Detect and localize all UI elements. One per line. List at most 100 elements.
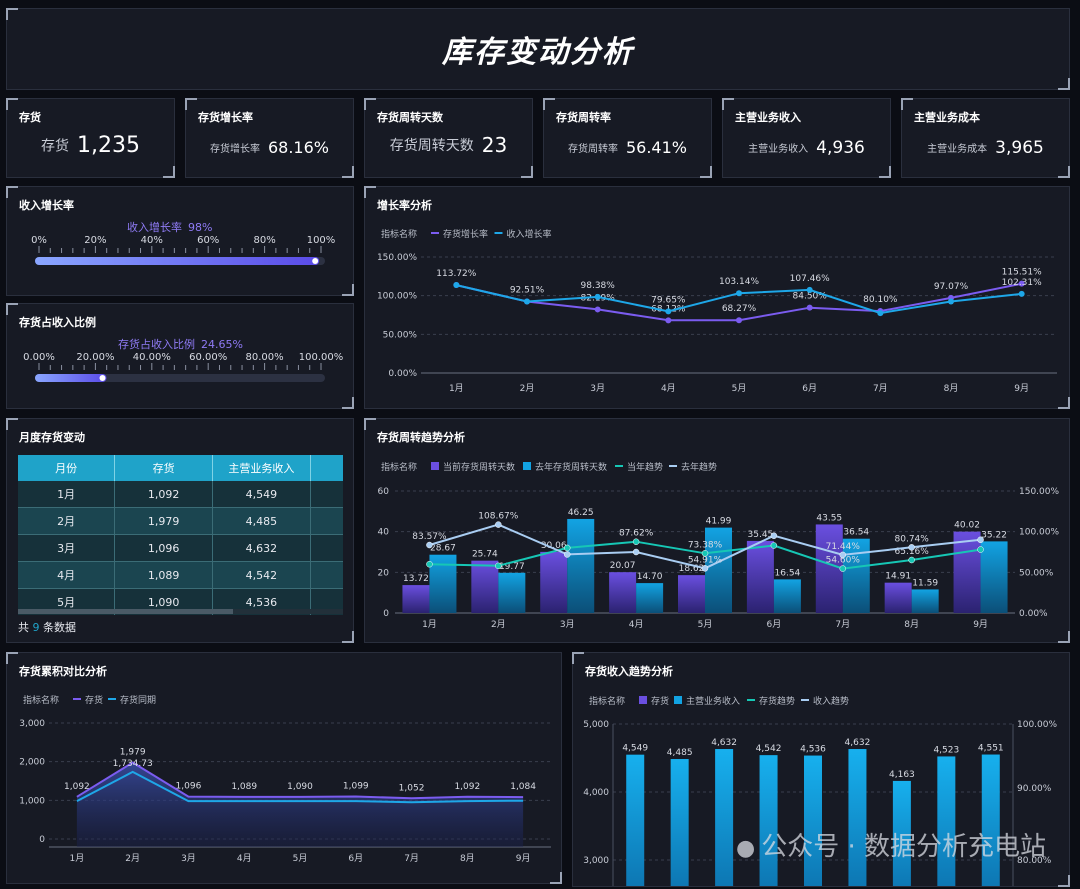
turnover-trend-panel: 存货周转趋势分析 指标名称 当前存货周转天数 去年存货周转天数 当年趋势 去年趋势 60 4…	[364, 418, 1070, 643]
kpi-card-cost: 主营业务成本 主营业务成本 3,965	[901, 98, 1070, 178]
table-cell: 4,485	[212, 507, 311, 535]
bar-label: 25.74	[472, 550, 498, 560]
kpi-label: 主营业务成本	[927, 144, 988, 155]
bar	[911, 589, 939, 613]
legend-title: 指标名称	[589, 695, 625, 707]
bar	[540, 551, 568, 613]
kpi-label: 存货周转天数	[389, 138, 474, 154]
header-panel: 库存变动分析	[6, 8, 1070, 90]
table-scrollbar[interactable]	[18, 609, 343, 614]
x-tick-label: 6月	[348, 853, 363, 864]
table-footer: 共 9 条数据	[18, 619, 76, 635]
gauge-label: 存货占收入比例	[118, 337, 195, 351]
gauge-revenue-growth: 收入增长率 98% 0% 20% 40% 60% 80% 100%	[31, 220, 335, 265]
y2-tick-label: 90.00%	[1017, 784, 1052, 794]
trend-label: 80.74%	[895, 534, 930, 544]
y-tick-label: 3,000	[583, 856, 609, 866]
footer-suffix: 条数据	[43, 621, 76, 634]
x-tick-label: 8月	[460, 853, 475, 864]
data-label: 1,090	[287, 782, 313, 792]
data-label: 107.46%	[790, 274, 830, 284]
bar	[892, 780, 911, 886]
x-tick-label: 4月	[661, 383, 676, 394]
table-cell	[310, 561, 343, 589]
legend-item: 收入增长率	[507, 228, 552, 240]
table-cell	[310, 534, 343, 562]
gauge-fill	[35, 374, 107, 382]
y-tick-label: 40	[378, 528, 390, 538]
gauge-value: 24.65%	[201, 338, 243, 351]
table-cell: 1,092	[114, 481, 213, 508]
column-header[interactable]: 主营	[310, 455, 343, 481]
gauge-knob	[99, 375, 106, 381]
gauge-tick-label: 40%	[141, 235, 163, 246]
table-row[interactable]: 1月 1,092 4,549	[18, 481, 343, 508]
y2-tick-label: 100.00%	[1019, 528, 1059, 538]
legend-title: 指标名称	[23, 694, 59, 706]
data-point	[665, 317, 672, 324]
data-label: 1,096	[176, 782, 202, 792]
data-point	[453, 282, 460, 289]
trend-point	[495, 521, 502, 528]
gauge-tick-label: 60%	[197, 235, 219, 246]
table-row[interactable]: 3月 1,096 4,632	[18, 534, 343, 562]
trend-point	[770, 542, 778, 549]
table-scrollbar-thumb[interactable]	[18, 609, 233, 614]
legend-item: 存货	[651, 695, 669, 707]
column-header[interactable]: 存货	[114, 455, 213, 481]
trend-point	[632, 538, 640, 545]
data-point	[665, 308, 672, 315]
column-header[interactable]: 月份	[18, 455, 116, 481]
kpi-label: 存货周转率	[567, 144, 618, 155]
kpi-value: 68.16%	[267, 138, 329, 157]
table-cell	[310, 481, 343, 508]
bar	[715, 749, 734, 886]
x-tick-label: 4月	[237, 853, 252, 864]
data-point	[524, 298, 530, 305]
bar	[842, 538, 870, 613]
chart-title: 增长率分析	[377, 199, 432, 212]
x-tick-label: 1月	[422, 619, 437, 630]
kpi-title: 存货周转天数	[377, 111, 443, 124]
bar	[746, 540, 774, 613]
growth-chart: 指标名称 存货增长率 收入增长率 150.00% 100.00% 50.00% 0.00% 1…	[377, 228, 1057, 394]
gauge-tick-label: 0%	[31, 235, 47, 246]
data-label: 80.10%	[863, 295, 898, 305]
trend-point	[839, 565, 847, 572]
legend-item: 存货	[85, 694, 103, 706]
bar	[402, 585, 430, 613]
kpi-value: 4,936	[816, 137, 865, 158]
gauge-inventory-ratio: 存货占收入比例 24.65% 0.00% 20.00% 40.00% 60.00% 80…	[23, 337, 343, 382]
x-tick-label: 7月	[873, 383, 888, 394]
y-tick-label: 3,000	[19, 719, 45, 729]
x-tick-label: 5月	[293, 853, 308, 864]
series-line	[76, 770, 524, 804]
kpi-card-turnover-rate: 存货周转率 存货周转率 56.41%	[543, 98, 712, 178]
trend-point	[770, 532, 778, 539]
data-point	[806, 304, 813, 311]
data-label: 102.31%	[1002, 278, 1042, 288]
y2-tick-label: 80.00%	[1017, 856, 1052, 866]
table-cell: 1,096	[114, 534, 213, 562]
bar	[981, 754, 1000, 886]
x-tick-label: 2月	[125, 853, 140, 864]
legend-item: 去年存货周转天数	[535, 461, 607, 473]
bar-label: 4,536	[800, 745, 826, 755]
kpi-title: 存货增长率	[198, 111, 253, 124]
column-header[interactable]: 主营业务收入	[212, 455, 311, 481]
bar-label: 4,549	[622, 744, 648, 754]
table-row[interactable]: 4月 1,089 4,542	[18, 561, 343, 589]
gauge-value: 98%	[188, 221, 212, 234]
area-fill	[76, 762, 524, 847]
table-cell: 1,979	[114, 507, 213, 535]
bar	[953, 531, 981, 613]
inventory-revenue-panel: 存货收入趋势分析 指标名称 存货 主营业务收入 存货趋势 收入趋势 5,000 4,000 3…	[572, 652, 1070, 887]
trend-point	[563, 544, 571, 552]
bar-label: 4,542	[756, 744, 782, 754]
table-row[interactable]: 2月 1,979 4,485	[18, 507, 343, 535]
bar-label: 14.70	[637, 572, 663, 582]
y-tick-label: 50.00%	[383, 330, 418, 340]
